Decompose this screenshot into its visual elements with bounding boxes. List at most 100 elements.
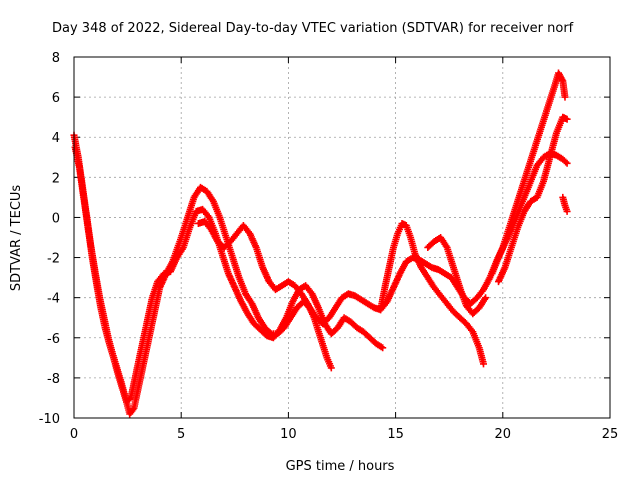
data-point	[86, 226, 90, 229]
trace-markers	[495, 113, 571, 286]
data-point	[387, 266, 391, 269]
data-point	[116, 372, 120, 376]
data-point	[336, 326, 339, 329]
data-point	[450, 276, 453, 279]
data-point	[405, 260, 408, 263]
data-point	[162, 272, 166, 275]
data-point	[555, 154, 558, 157]
data-point	[257, 316, 260, 319]
data-point	[445, 246, 449, 249]
data-point	[141, 366, 144, 370]
data-point	[99, 306, 103, 309]
data-point	[278, 328, 282, 331]
data-point	[237, 276, 241, 279]
data-point	[353, 294, 357, 297]
data-point	[250, 302, 254, 305]
data-point	[142, 336, 145, 339]
data-point	[405, 224, 408, 227]
data-point	[195, 210, 198, 213]
data-point	[306, 302, 309, 305]
data-point	[527, 166, 530, 169]
data-point	[169, 270, 172, 273]
data-point	[368, 336, 372, 339]
data-point	[469, 302, 472, 305]
data-point	[325, 356, 329, 360]
data-point	[205, 190, 209, 193]
data-point	[199, 186, 202, 189]
grid-lines	[74, 57, 610, 418]
data-point	[510, 246, 513, 249]
data-point	[158, 286, 161, 289]
data-point	[121, 386, 124, 390]
data-point	[561, 158, 565, 161]
data-point	[488, 276, 492, 279]
data-point	[555, 132, 558, 135]
data-point	[188, 226, 191, 229]
data-point	[289, 316, 292, 319]
data-point	[154, 306, 157, 309]
data-point	[231, 256, 234, 259]
data-point	[366, 302, 369, 305]
data-point	[482, 362, 485, 366]
data-point	[295, 306, 299, 309]
data-point	[523, 210, 526, 213]
data-point	[222, 246, 226, 249]
y-tick-label: 6	[52, 91, 60, 106]
trace-markers	[70, 69, 569, 418]
data-point	[197, 222, 200, 225]
data-point	[432, 286, 436, 289]
data-point	[355, 326, 359, 329]
data-point	[478, 306, 481, 309]
series-trace-b	[71, 143, 387, 406]
data-point	[420, 266, 423, 269]
data-point	[340, 296, 344, 299]
data-point	[497, 256, 500, 259]
data-point	[334, 306, 337, 309]
y-tick-label: 2	[52, 171, 60, 186]
data-point	[259, 328, 262, 331]
series-trace-c	[194, 218, 335, 372]
data-point	[291, 300, 294, 303]
data-point	[503, 266, 507, 269]
data-point	[300, 292, 303, 295]
data-point	[255, 246, 258, 249]
chart-title: Day 348 of 2022, Sidereal Day-to-day VTE…	[52, 21, 574, 36]
data-point	[252, 322, 256, 325]
data-point	[360, 298, 363, 301]
data-point	[220, 252, 224, 255]
data-point	[565, 117, 569, 121]
data-point	[471, 312, 474, 315]
data-point	[385, 300, 389, 303]
data-point	[91, 256, 94, 259]
data-point	[458, 316, 462, 319]
data-point	[317, 306, 320, 309]
data-point	[557, 71, 560, 75]
data-point	[242, 224, 245, 227]
data-point	[225, 236, 228, 239]
data-point	[542, 156, 545, 159]
data-point	[475, 296, 479, 299]
data-point	[267, 280, 271, 283]
y-tick-label: -4	[47, 292, 60, 307]
data-point	[274, 288, 277, 291]
data-point	[471, 330, 474, 333]
data-point	[383, 286, 387, 289]
data-point	[233, 286, 236, 289]
y-axis-label: SDTVAR / TECUs	[9, 185, 24, 292]
y-tick-label: -2	[47, 252, 60, 267]
series-trace-d	[377, 220, 487, 368]
x-tick-label: 10	[280, 427, 297, 442]
data-point	[523, 196, 526, 199]
data-point	[497, 280, 500, 283]
data-point	[330, 332, 333, 335]
data-point	[392, 286, 395, 289]
data-points	[70, 69, 571, 418]
data-point	[146, 316, 150, 319]
data-point	[132, 406, 136, 410]
data-point	[210, 228, 213, 231]
data-point	[272, 336, 275, 339]
data-point	[535, 164, 539, 167]
data-point	[413, 252, 417, 255]
data-point	[246, 312, 249, 315]
